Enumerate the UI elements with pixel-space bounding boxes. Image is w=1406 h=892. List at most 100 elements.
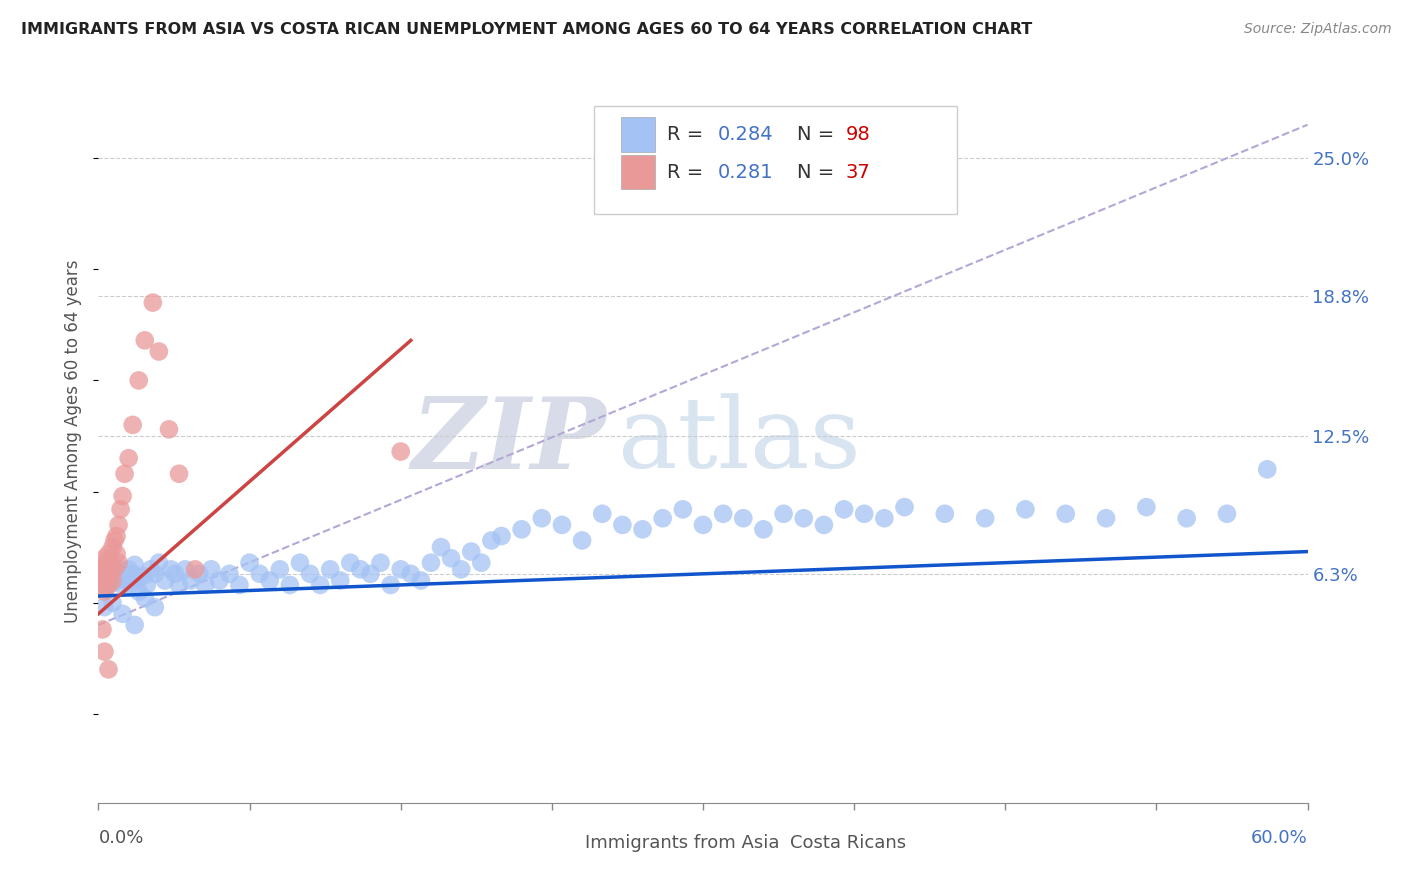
- Point: [107, 566, 129, 581]
- Point: [184, 562, 207, 576]
- Point: [430, 540, 453, 554]
- Text: N =: N =: [797, 162, 841, 182]
- Point: [110, 562, 132, 576]
- Point: [239, 556, 262, 570]
- Point: [91, 574, 114, 588]
- Point: [470, 556, 492, 570]
- Point: [118, 451, 141, 466]
- Text: ZIP: ZIP: [412, 393, 606, 490]
- FancyBboxPatch shape: [758, 830, 785, 855]
- Point: [110, 502, 132, 516]
- Point: [93, 580, 115, 594]
- Point: [103, 565, 125, 579]
- Point: [89, 566, 111, 581]
- Text: Source: ZipAtlas.com: Source: ZipAtlas.com: [1244, 22, 1392, 37]
- Point: [125, 574, 148, 588]
- Point: [153, 574, 176, 588]
- Point: [121, 566, 143, 581]
- Point: [107, 517, 129, 532]
- Point: [873, 511, 896, 525]
- Point: [249, 566, 271, 581]
- Point: [101, 575, 124, 590]
- Point: [319, 562, 342, 576]
- Text: IMMIGRANTS FROM ASIA VS COSTA RICAN UNEMPLOYMENT AMONG AGES 60 TO 64 YEARS CORRE: IMMIGRANTS FROM ASIA VS COSTA RICAN UNEM…: [21, 22, 1032, 37]
- Point: [93, 551, 115, 566]
- Point: [163, 566, 186, 581]
- FancyBboxPatch shape: [551, 830, 578, 855]
- Point: [1095, 511, 1118, 525]
- Point: [711, 507, 734, 521]
- Point: [510, 522, 533, 536]
- Point: [111, 607, 134, 621]
- Point: [974, 511, 997, 525]
- Text: 0.0%: 0.0%: [98, 830, 143, 847]
- Point: [167, 578, 190, 592]
- Point: [128, 584, 150, 599]
- Point: [93, 584, 115, 599]
- Point: [329, 574, 352, 588]
- Point: [1054, 507, 1077, 521]
- Point: [142, 295, 165, 310]
- Point: [174, 562, 197, 576]
- Point: [100, 556, 122, 570]
- Point: [278, 578, 301, 592]
- Point: [631, 522, 654, 536]
- Point: [893, 500, 915, 515]
- Point: [100, 569, 122, 583]
- Text: N =: N =: [797, 125, 841, 144]
- Point: [299, 566, 322, 581]
- Point: [105, 574, 128, 588]
- Point: [440, 551, 463, 566]
- Point: [692, 517, 714, 532]
- Point: [114, 467, 136, 481]
- Point: [103, 533, 125, 548]
- Point: [551, 517, 574, 532]
- Point: [120, 578, 142, 592]
- Point: [208, 574, 231, 588]
- Point: [135, 578, 157, 592]
- Point: [167, 467, 190, 481]
- Point: [180, 574, 202, 588]
- Point: [101, 574, 124, 588]
- Point: [672, 502, 695, 516]
- Point: [124, 618, 146, 632]
- Point: [143, 566, 166, 581]
- Point: [1014, 502, 1036, 516]
- Point: [124, 558, 146, 572]
- Point: [194, 578, 217, 592]
- Point: [134, 334, 156, 348]
- Point: [105, 529, 128, 543]
- Point: [91, 562, 114, 576]
- Point: [148, 344, 170, 359]
- Text: 60.0%: 60.0%: [1251, 830, 1308, 847]
- Point: [96, 569, 118, 583]
- Point: [832, 502, 855, 516]
- Point: [491, 529, 513, 543]
- Point: [399, 566, 422, 581]
- Point: [651, 511, 673, 525]
- Point: [97, 578, 120, 592]
- Point: [380, 578, 402, 592]
- Point: [91, 623, 114, 637]
- Point: [103, 562, 125, 576]
- Point: [530, 511, 553, 525]
- Point: [389, 562, 412, 576]
- Point: [96, 566, 118, 581]
- Point: [228, 578, 250, 592]
- Point: [813, 517, 835, 532]
- Point: [148, 556, 170, 570]
- Point: [269, 562, 291, 576]
- Point: [160, 562, 183, 576]
- Point: [118, 562, 141, 576]
- Point: [360, 566, 382, 581]
- Point: [100, 566, 122, 581]
- Text: 0.284: 0.284: [717, 125, 773, 144]
- Point: [934, 507, 956, 521]
- Point: [200, 562, 222, 576]
- Point: [97, 578, 120, 592]
- Text: R =: R =: [666, 162, 716, 182]
- Point: [481, 533, 503, 548]
- Point: [93, 562, 115, 576]
- Point: [139, 562, 162, 576]
- Point: [107, 556, 129, 570]
